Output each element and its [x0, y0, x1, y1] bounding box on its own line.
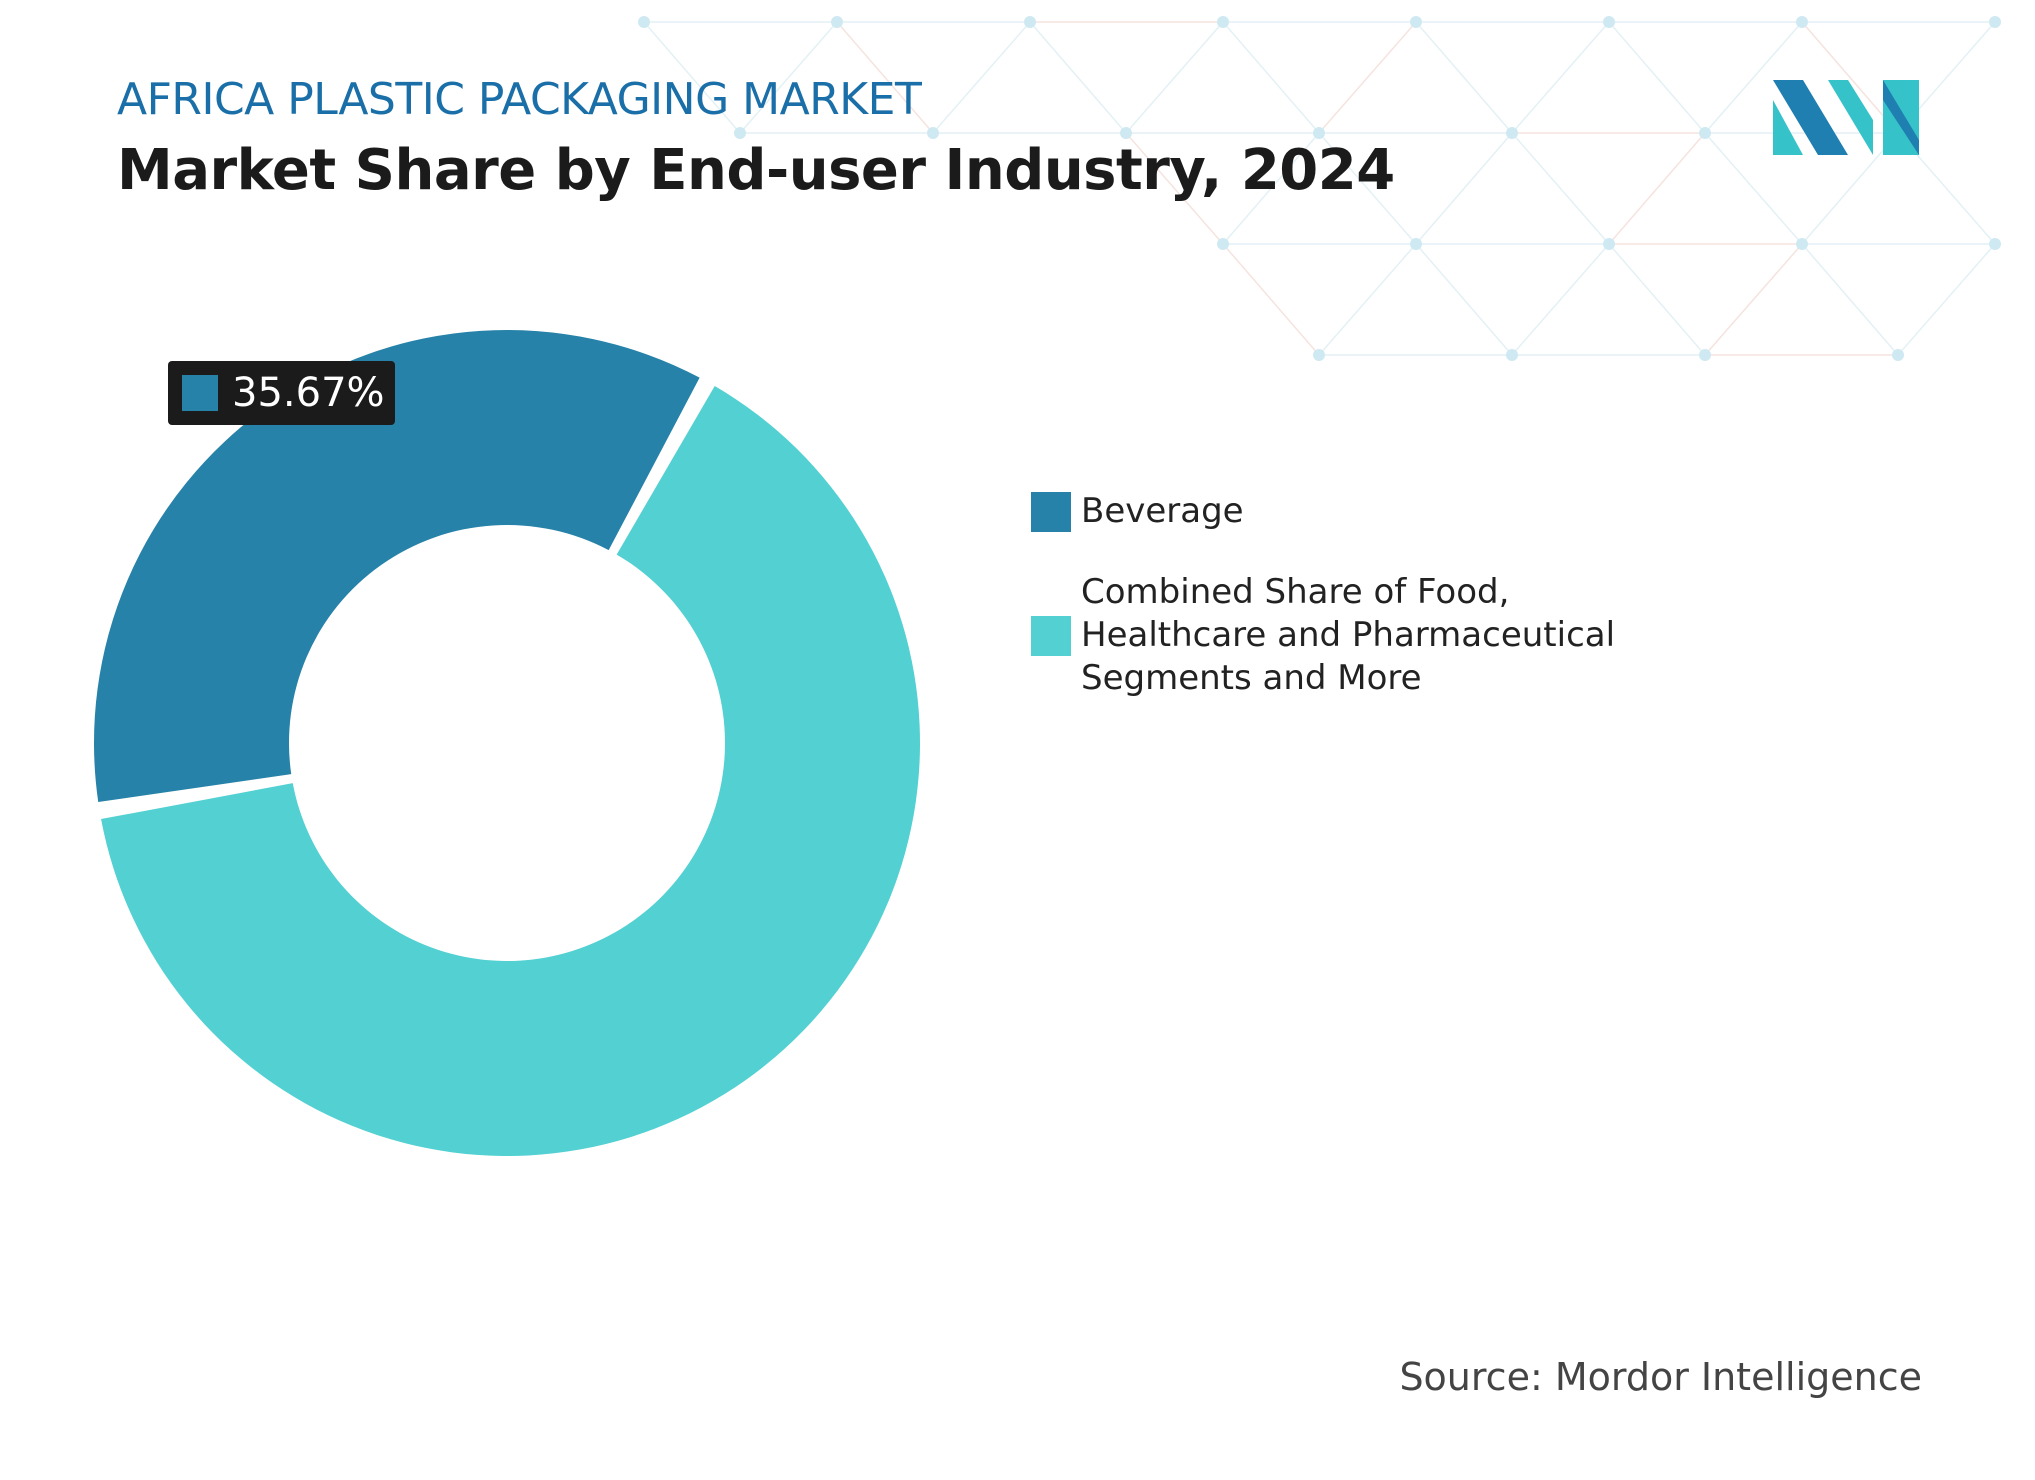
network-line — [1415, 21, 1513, 134]
network-node — [1796, 16, 1808, 28]
legend-item-combined[interactable]: Combined Share of Food, Healthcare and P… — [1031, 571, 1681, 700]
network-node — [1989, 16, 2001, 28]
network-line — [1318, 21, 1417, 134]
network-line — [1608, 21, 1706, 134]
network-line — [1318, 243, 1417, 356]
network-line — [1222, 132, 1320, 245]
network-node — [1410, 238, 1422, 250]
data-label-beverage: 35.67% — [168, 361, 395, 425]
network-line — [1511, 243, 1610, 356]
data-label-text: 35.67% — [232, 370, 385, 416]
network-node — [1313, 349, 1325, 361]
network-node — [1603, 16, 1615, 28]
network-node — [1796, 238, 1808, 250]
network-line — [1125, 21, 1224, 134]
network-line — [1318, 132, 1417, 245]
data-label-swatch — [182, 375, 218, 411]
network-node — [1024, 16, 1036, 28]
network-line — [1801, 243, 1899, 356]
legend-swatch — [1031, 615, 1071, 656]
network-line — [1222, 21, 1320, 134]
network-node — [1506, 127, 1518, 139]
network-node — [1892, 349, 1904, 361]
network-line — [1125, 132, 1224, 245]
network-node — [1410, 16, 1422, 28]
network-node — [1699, 349, 1711, 361]
network-line — [1511, 21, 1610, 134]
network-line — [1897, 243, 1996, 356]
network-node — [1506, 349, 1518, 361]
legend-label: Combined Share of Food, Healthcare and P… — [1081, 572, 1616, 698]
source-note: Source: Mordor Intelligence — [1399, 1355, 1922, 1399]
network-node — [1217, 16, 1229, 28]
network-node — [638, 16, 650, 28]
network-line — [1704, 21, 1803, 134]
network-line — [1029, 21, 1127, 134]
network-line — [1608, 243, 1706, 356]
network-node — [927, 127, 939, 139]
network-line — [932, 21, 1031, 134]
network-line — [836, 21, 934, 134]
network-line — [643, 21, 741, 134]
network-node — [1120, 127, 1132, 139]
network-line — [1415, 243, 1513, 356]
donut-slice-beverage[interactable] — [94, 329, 700, 802]
network-line — [1415, 132, 1513, 245]
network-node — [1989, 238, 2001, 250]
network-node — [831, 16, 843, 28]
legend-swatch — [1031, 491, 1071, 532]
network-line — [739, 21, 838, 134]
network-node — [1699, 127, 1711, 139]
donut-slice-combined[interactable] — [101, 386, 920, 1156]
mordor-intelligence-logo — [1773, 80, 1919, 155]
legend-item-beverage[interactable]: Beverage — [1031, 490, 1681, 533]
legend: Beverage Combined Share of Food, Healthc… — [1031, 490, 1681, 738]
network-node — [1217, 238, 1229, 250]
network-line — [1608, 132, 1706, 245]
chart-subtitle: AFRICA PLASTIC PACKAGING MARKET — [117, 74, 922, 125]
network-node — [1603, 238, 1615, 250]
chart-title: Market Share by End-user Industry, 2024 — [117, 138, 1395, 203]
network-line — [1222, 243, 1320, 356]
legend-label: Beverage — [1081, 491, 1244, 531]
network-line — [1511, 132, 1610, 245]
network-line — [1801, 21, 1899, 134]
network-line — [1704, 243, 1803, 356]
network-node — [734, 127, 746, 139]
network-line — [1801, 132, 1899, 245]
network-node — [1313, 127, 1325, 139]
network-line — [1704, 132, 1803, 245]
